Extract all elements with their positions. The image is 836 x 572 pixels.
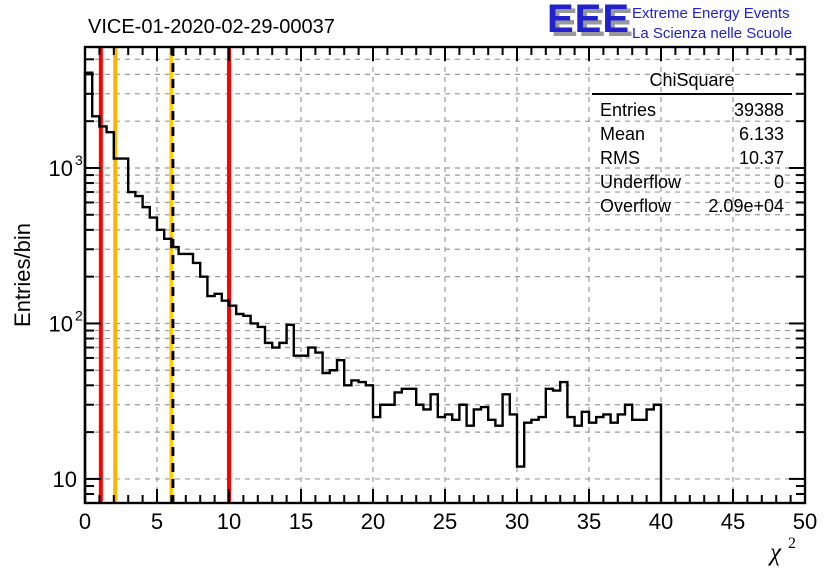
y-tick-label-exponent: 2 [75, 307, 83, 323]
page-title: VICE-01-2020-02-29-00037 [88, 16, 335, 38]
logo-line-2: La Scienza nelle Scuole [632, 25, 792, 42]
y-tick-label-exponent: 3 [75, 152, 83, 168]
logo-mark: EEE [547, 0, 630, 41]
logo-mark-shadow: EEE [551, 1, 634, 45]
stats-row-value: 39388 [734, 100, 784, 120]
y-tick-label: 10 [53, 467, 77, 492]
stats-title: ChiSquare [649, 70, 734, 90]
stats-row-label: Entries [600, 100, 656, 120]
stats-box: ChiSquare Entries 39388 Mean 6.133 RMS 10.37 Un… [592, 70, 792, 216]
plot-frame [83, 45, 807, 505]
stats-row-label: Overflow [600, 196, 672, 216]
stats-row-value: 2.09e+04 [708, 196, 784, 216]
logo-line-1: Extreme Energy Events [632, 5, 790, 22]
x-tick-label: 45 [721, 509, 745, 534]
x-tick-label: 10 [217, 509, 241, 534]
x-tick-label: 5 [151, 509, 163, 534]
x-tick-label: 50 [793, 509, 817, 534]
x-tick-label: 40 [649, 509, 673, 534]
x-tick-label: 20 [361, 509, 385, 534]
svg-text:χ: χ [768, 539, 782, 566]
stats-row-value: 10.37 [739, 148, 784, 168]
svg-text:2: 2 [788, 535, 796, 552]
marker-lines [98, 47, 231, 503]
stats-row-value: 0 [774, 172, 784, 192]
axis-ticks [84, 46, 806, 504]
x-axis-title: χ 2 [768, 535, 796, 566]
histogram-curve [83, 71, 663, 503]
x-tick-label: 30 [505, 509, 529, 534]
stats-row-label: Underflow [600, 172, 682, 192]
stats-row-label: RMS [600, 148, 640, 168]
y-axis-title: Entries/bin [10, 223, 35, 327]
x-tick-label: 0 [79, 509, 91, 534]
x-tick-label: 15 [289, 509, 313, 534]
stats-row-label: Mean [600, 124, 645, 144]
grid-lines [85, 46, 805, 503]
stats-row-value: 6.133 [739, 124, 784, 144]
y-tick-label: 10 [49, 156, 73, 181]
x-axis-tick-labels: 0 5 10 15 20 25 30 35 40 45 50 [79, 509, 817, 534]
x-tick-label: 35 [577, 509, 601, 534]
x-tick-label: 25 [433, 509, 457, 534]
y-tick-label: 10 [49, 311, 73, 336]
